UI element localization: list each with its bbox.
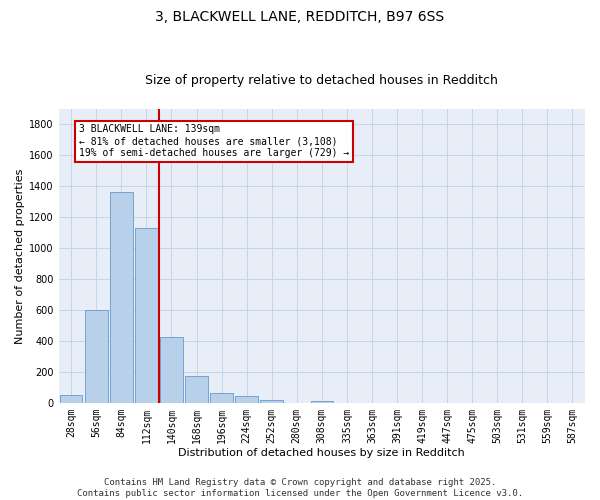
Bar (160, 336, 183, 403)
X-axis label: Distribution of detached houses by size in Redditch: Distribution of detached houses by size … (178, 448, 465, 458)
Bar (260, 400, 283, 403)
Text: 3, BLACKWELL LANE, REDDITCH, B97 6SS: 3, BLACKWELL LANE, REDDITCH, B97 6SS (155, 10, 445, 24)
Bar (60, 394, 82, 403)
Text: 3 BLACKWELL LANE: 139sqm
← 81% of detached houses are smaller (3,108)
19% of sem: 3 BLACKWELL LANE: 139sqm ← 81% of detach… (79, 124, 349, 158)
Y-axis label: Number of detached properties: Number of detached properties (15, 168, 25, 344)
Bar (110, 192, 133, 403)
Bar (210, 393, 233, 403)
Bar (311, 401, 333, 403)
Bar (185, 376, 208, 403)
Bar (135, 228, 158, 403)
Bar (85, 310, 107, 403)
Bar (235, 396, 258, 403)
Text: Contains HM Land Registry data © Crown copyright and database right 2025.
Contai: Contains HM Land Registry data © Crown c… (77, 478, 523, 498)
Title: Size of property relative to detached houses in Redditch: Size of property relative to detached ho… (145, 74, 498, 87)
